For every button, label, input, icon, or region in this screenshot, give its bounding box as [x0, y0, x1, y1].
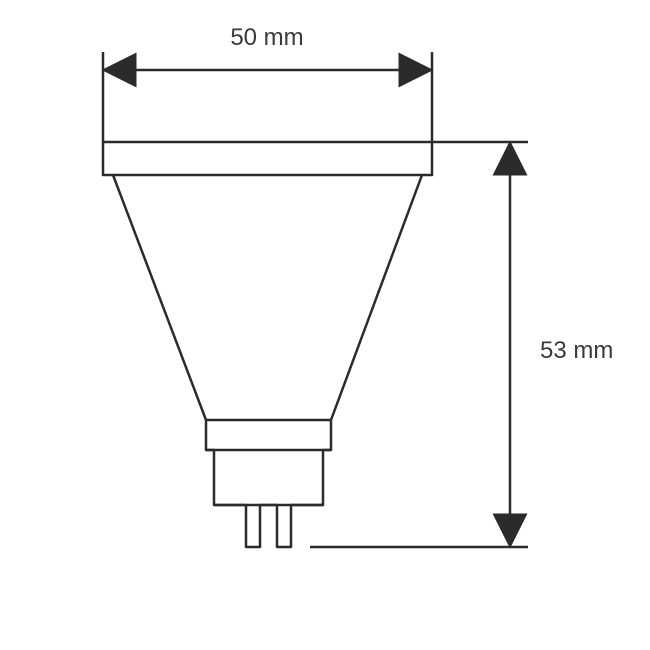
height-label: 53 mm	[540, 337, 613, 364]
bulb-outline	[103, 142, 432, 547]
width-label: 50 mm	[230, 24, 303, 51]
bulb-dimension-diagram: 50 mm 53 mm	[0, 0, 650, 650]
